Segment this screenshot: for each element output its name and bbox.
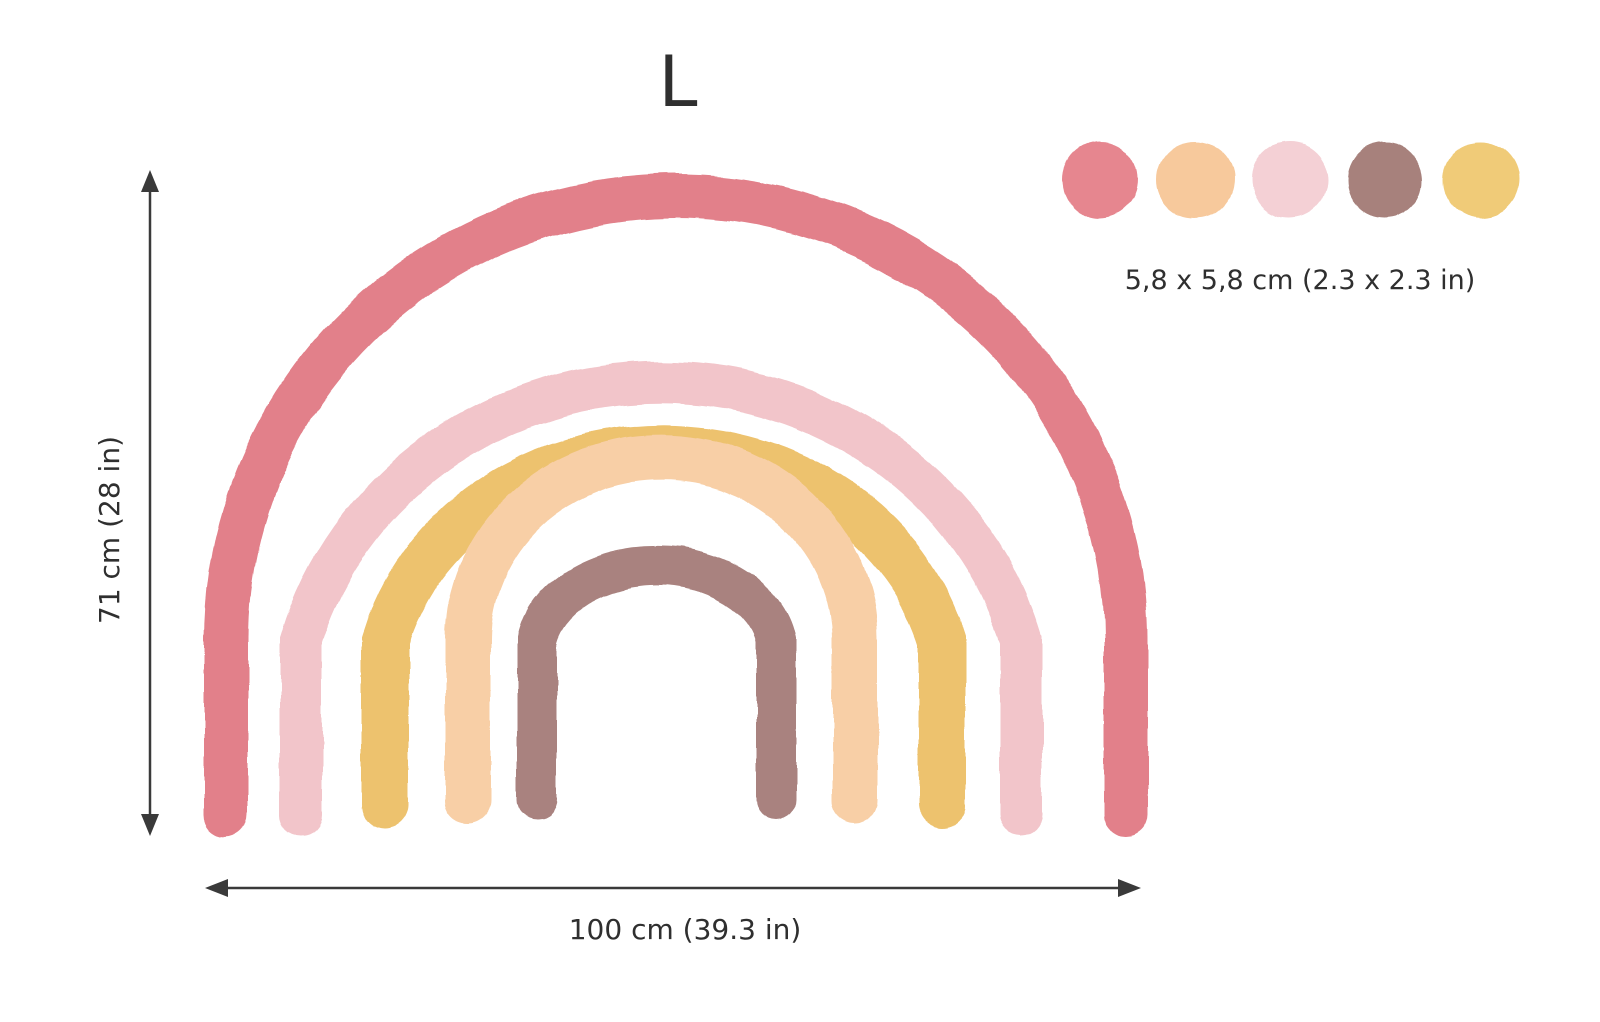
size-title: L (659, 41, 698, 123)
height-label: 71 cm (28 in) (93, 436, 126, 624)
dot-4 (1347, 142, 1423, 218)
rainbow-band-inner (517, 545, 796, 820)
rainbow-band-outer (204, 174, 1148, 837)
rainbow-band-second (280, 361, 1042, 836)
height-dimension: 71 cm (28 in) (93, 170, 159, 836)
rainbow-band-fourth (445, 434, 878, 823)
arrow-down-icon (141, 814, 159, 836)
dot-stickers (1062, 142, 1519, 218)
dot-size-label: 5,8 x 5,8 cm (2.3 x 2.3 in) (1125, 265, 1476, 296)
arrow-left-icon (205, 879, 228, 897)
dot-5 (1443, 142, 1519, 218)
width-label: 100 cm (39.3 in) (569, 913, 802, 946)
dot-3 (1252, 142, 1328, 218)
arrow-up-icon (141, 170, 159, 192)
width-dimension: 100 cm (39.3 in) (205, 879, 1141, 946)
rainbow (204, 174, 1148, 837)
arrow-right-icon (1118, 879, 1141, 897)
dot-2 (1157, 142, 1233, 218)
dot-1 (1062, 142, 1138, 218)
